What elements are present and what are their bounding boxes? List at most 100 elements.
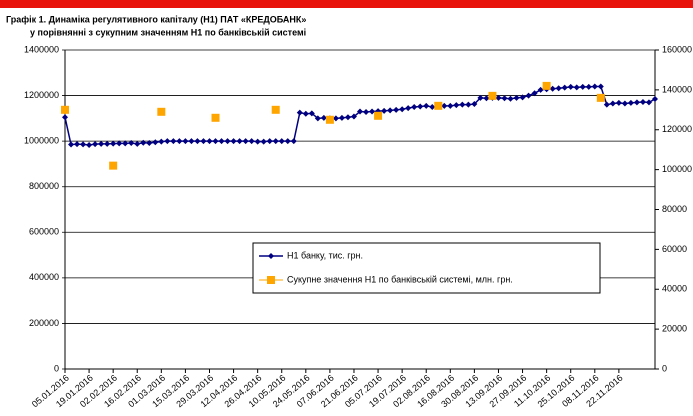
y2-tick-label: 40000 — [662, 284, 687, 294]
marker — [212, 138, 219, 145]
marker — [128, 139, 135, 146]
marker — [176, 138, 183, 145]
marker — [399, 106, 406, 113]
marker — [218, 138, 225, 145]
marker — [152, 139, 159, 146]
marker — [381, 107, 388, 114]
marker — [61, 105, 69, 114]
marker — [146, 139, 153, 146]
marker — [188, 138, 195, 145]
marker — [531, 90, 538, 97]
marker — [453, 102, 460, 109]
marker — [603, 101, 610, 108]
marker — [170, 138, 177, 145]
marker — [98, 140, 105, 147]
marker — [537, 86, 544, 93]
marker — [488, 91, 497, 100]
marker — [224, 138, 231, 145]
marker — [507, 95, 514, 102]
marker — [519, 94, 526, 101]
marker — [122, 140, 129, 147]
marker — [158, 138, 165, 145]
marker — [447, 102, 454, 109]
marker — [272, 138, 279, 145]
marker — [549, 85, 556, 92]
y-tick-label: 0 — [54, 363, 59, 373]
marker — [423, 102, 430, 109]
marker — [621, 100, 628, 107]
marker — [194, 138, 201, 145]
marker — [542, 81, 551, 90]
y2-tick-label: 60000 — [662, 244, 687, 254]
marker — [164, 138, 171, 145]
marker — [211, 113, 220, 122]
marker — [483, 95, 490, 102]
marker — [109, 161, 118, 170]
legend-label: Н1 банку, тис. грн. — [287, 250, 363, 260]
marker — [248, 138, 255, 145]
marker — [254, 138, 261, 145]
marker — [104, 140, 111, 147]
marker — [441, 102, 448, 109]
marker — [591, 83, 598, 90]
marker — [266, 138, 273, 145]
marker — [92, 141, 99, 148]
marker — [325, 115, 334, 124]
marker — [374, 111, 383, 120]
marker — [302, 110, 309, 117]
marker — [80, 141, 87, 148]
y-tick-label: 1000000 — [24, 136, 59, 146]
y2-tick-label: 160000 — [662, 44, 692, 54]
marker — [465, 101, 472, 108]
marker — [459, 101, 466, 108]
marker — [314, 115, 321, 122]
chart-subtitle: у порівнянні з сукупним значенням Н1 по … — [30, 27, 306, 37]
marker — [110, 140, 117, 147]
marker — [338, 114, 345, 121]
y2-tick-label: 0 — [662, 363, 667, 373]
y-tick-label: 200000 — [29, 318, 59, 328]
y2-tick-label: 100000 — [662, 164, 692, 174]
marker — [271, 105, 280, 114]
marker — [134, 140, 141, 147]
y2-tick-label: 80000 — [662, 204, 687, 214]
marker — [344, 114, 351, 121]
marker — [639, 98, 646, 105]
marker — [652, 95, 658, 102]
marker — [555, 85, 562, 92]
marker — [501, 95, 508, 102]
marker — [278, 138, 285, 145]
marker — [585, 83, 592, 90]
marker — [74, 141, 81, 148]
marker — [200, 138, 207, 145]
legend-box — [252, 242, 601, 294]
marker — [236, 138, 243, 145]
marker — [182, 138, 189, 145]
marker — [206, 138, 213, 145]
marker — [405, 105, 412, 112]
marker — [561, 84, 568, 91]
marker — [495, 94, 502, 101]
marker — [157, 107, 166, 116]
y2-tick-label: 20000 — [662, 324, 687, 334]
legend-label: Сукупне значення Н1 по банківській систе… — [287, 274, 513, 284]
marker — [296, 109, 303, 116]
y-tick-label: 1400000 — [24, 44, 59, 54]
marker — [615, 99, 622, 106]
y-tick-label: 600000 — [29, 227, 59, 237]
marker — [596, 93, 605, 102]
marker — [369, 108, 376, 115]
marker — [320, 114, 327, 121]
marker — [633, 99, 640, 106]
marker — [230, 138, 237, 145]
legend-marker — [267, 276, 275, 284]
marker — [393, 106, 400, 113]
marker — [471, 101, 478, 108]
marker — [357, 108, 363, 115]
marker — [284, 138, 291, 145]
legend-marker — [268, 253, 274, 259]
marker — [525, 92, 532, 99]
marker — [434, 101, 443, 110]
y-tick-label: 400000 — [29, 272, 59, 282]
